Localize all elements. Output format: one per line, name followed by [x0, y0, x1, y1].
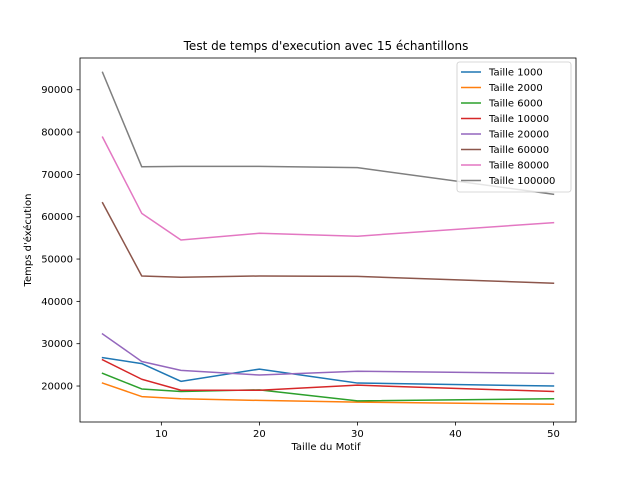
series-line-taille-2000 [101, 382, 555, 405]
legend-label: Taille 1000 [488, 68, 543, 79]
legend-box [456, 61, 572, 193]
y-tick-label: 30000 [41, 339, 73, 350]
y-tick-label: 50000 [41, 255, 73, 266]
x-tick-label: 20 [253, 429, 266, 440]
x-tick-label: 40 [449, 429, 462, 440]
y-tick-label: 20000 [41, 382, 73, 393]
series-line-taille-80000 [101, 136, 555, 241]
axes-frame [79, 57, 577, 423]
x-tick-label: 10 [155, 429, 168, 440]
y-tick-label: 90000 [41, 85, 73, 96]
legend-label: Taille 60000 [488, 145, 549, 156]
legend-label: Taille 100000 [488, 176, 555, 187]
x-axis-label: Taille du Motif [290, 442, 361, 453]
series-line-taille-60000 [101, 201, 555, 284]
legend-label: Taille 6000 [488, 99, 543, 110]
plot-area: 10 20 30 40 50 20000 30000 40000 50000 60000 70000… [41, 57, 577, 440]
legend-label: Taille 2000 [488, 83, 543, 94]
legend-label: Taille 10000 [488, 114, 549, 125]
series-line-taille-10000 [101, 358, 555, 393]
series-line-taille-20000 [101, 332, 555, 376]
series-line-taille-100000 [101, 71, 555, 196]
y-tick-label: 60000 [41, 212, 73, 223]
series-line-taille-1000 [101, 356, 555, 387]
x-tick-label: 30 [351, 429, 364, 440]
y-tick-label: 80000 [41, 128, 73, 139]
legend: Taille 1000 Taille 2000 Taille 6000 Taille … [456, 61, 572, 193]
legend-label: Taille 80000 [488, 161, 549, 172]
y-tick-label: 40000 [41, 297, 73, 308]
legend-label: Taille 20000 [488, 130, 549, 141]
x-tick-label: 50 [547, 429, 560, 440]
y-tick-label: 70000 [41, 170, 73, 181]
chart-title: Test de temps d'execution avec 15 échant… [183, 39, 469, 53]
y-axis-label: Temps d'éxécution [22, 194, 34, 288]
